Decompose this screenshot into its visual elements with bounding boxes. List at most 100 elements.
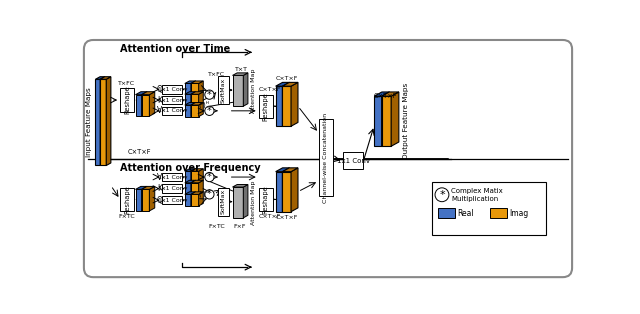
Polygon shape [191,169,195,183]
Polygon shape [191,180,195,194]
Polygon shape [381,92,399,96]
Circle shape [205,106,214,116]
Text: (·)ᴴ: (·)ᴴ [198,101,209,108]
Polygon shape [141,95,149,116]
Polygon shape [243,185,248,218]
Text: C×T×F: C×T×F [259,214,281,219]
Polygon shape [374,92,389,96]
Circle shape [205,172,214,182]
Text: C×T×F: C×T×F [259,87,281,92]
Text: *: * [207,172,212,182]
FancyBboxPatch shape [218,188,228,215]
Text: SoftMax: SoftMax [221,78,226,103]
Text: 1x1 Conv: 1x1 Conv [157,108,188,113]
Text: Q: Q [157,85,163,94]
Polygon shape [136,95,141,116]
Polygon shape [185,105,191,116]
Polygon shape [185,192,195,194]
Polygon shape [149,187,155,211]
Polygon shape [100,77,105,165]
Polygon shape [191,102,195,116]
Text: Reshape: Reshape [124,185,130,214]
Polygon shape [191,192,195,206]
Polygon shape [191,81,195,95]
Polygon shape [282,82,298,86]
Polygon shape [191,102,204,105]
Polygon shape [191,183,198,194]
Polygon shape [232,185,248,187]
Polygon shape [381,96,391,146]
Polygon shape [198,180,204,194]
FancyBboxPatch shape [344,152,364,169]
Text: 1x1 Conv: 1x1 Conv [157,87,188,92]
Polygon shape [291,168,298,212]
FancyBboxPatch shape [163,106,182,115]
Polygon shape [232,75,243,106]
Text: C×T×F: C×T×F [276,215,298,220]
Polygon shape [185,180,195,183]
Polygon shape [185,171,191,183]
Polygon shape [191,84,198,95]
Polygon shape [141,189,149,211]
FancyBboxPatch shape [259,95,273,118]
Text: Real: Real [458,209,474,218]
Text: Attention Map: Attention Map [251,180,256,225]
Text: *: * [207,90,212,100]
Text: 1x1 Conv: 1x1 Conv [157,98,188,103]
Polygon shape [276,172,282,212]
Text: K: K [157,95,162,105]
Polygon shape [149,92,155,116]
Polygon shape [282,168,298,172]
Text: Channel-wise Concatenation: Channel-wise Concatenation [323,113,328,203]
Text: F×TC: F×TC [208,224,225,229]
Text: T×FC: T×FC [118,81,136,86]
Circle shape [205,190,214,199]
Polygon shape [198,92,204,106]
Polygon shape [185,194,191,206]
Polygon shape [185,84,191,95]
Text: 1x1 Conv: 1x1 Conv [157,186,188,191]
Polygon shape [136,92,147,95]
Text: V: V [157,173,163,181]
Polygon shape [198,102,204,116]
Text: Q: Q [157,196,163,205]
Polygon shape [191,192,204,194]
Polygon shape [391,92,399,146]
Text: Reshape: Reshape [262,185,269,214]
Text: K: K [157,184,162,193]
Polygon shape [374,96,381,146]
Text: Output Feature Maps: Output Feature Maps [403,83,409,159]
Polygon shape [291,82,298,126]
FancyBboxPatch shape [120,89,134,111]
Polygon shape [191,94,198,106]
Text: Reshape: Reshape [124,86,130,114]
Polygon shape [191,105,198,116]
Polygon shape [100,79,106,165]
FancyBboxPatch shape [259,188,273,211]
Text: C×T×F: C×T×F [128,149,151,155]
Polygon shape [100,77,111,79]
Text: C×T×F: C×T×F [374,93,397,99]
Polygon shape [232,187,243,218]
Polygon shape [198,81,204,95]
FancyBboxPatch shape [490,208,507,218]
Text: *: * [207,189,212,199]
Polygon shape [95,77,105,79]
Polygon shape [141,187,147,211]
Text: T×FC: T×FC [208,72,225,77]
Polygon shape [191,92,204,94]
FancyBboxPatch shape [438,208,455,218]
Polygon shape [282,172,291,212]
Polygon shape [276,82,289,86]
Text: 1x1 Conv: 1x1 Conv [337,158,370,164]
Polygon shape [185,102,195,105]
FancyBboxPatch shape [120,188,134,211]
FancyBboxPatch shape [163,96,182,104]
Polygon shape [191,180,204,183]
Text: F×F: F×F [233,224,246,229]
FancyBboxPatch shape [84,40,572,277]
Text: *: * [207,106,212,116]
Text: Attention over Time: Attention over Time [120,44,230,54]
Polygon shape [232,73,248,75]
Text: Attention Map: Attention Map [251,69,256,113]
